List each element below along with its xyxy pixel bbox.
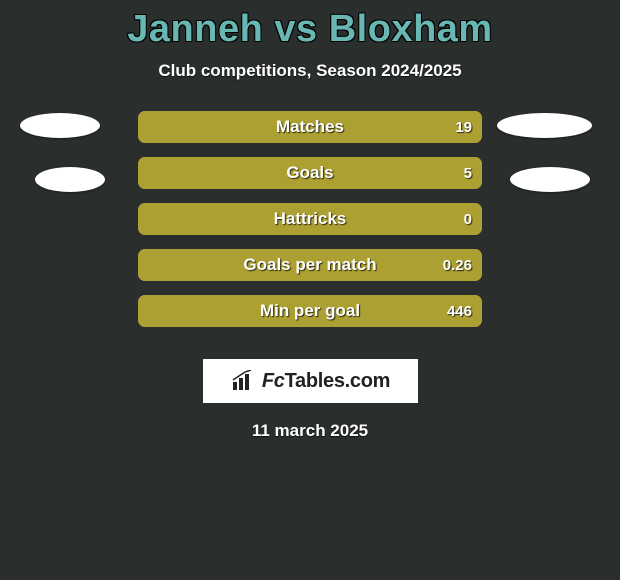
- content-root: Janneh vs Bloxham Club competitions, Sea…: [0, 0, 620, 580]
- player-right: Bloxham: [329, 8, 493, 50]
- bar-row: Goals per match0.26: [138, 249, 482, 281]
- bar-value: 19: [455, 111, 472, 143]
- vs-separator: vs: [274, 8, 317, 50]
- bar-row: Matches19: [138, 111, 482, 143]
- bar-label: Goals per match: [138, 249, 482, 281]
- right-ellipse-bottom: [510, 167, 590, 192]
- bar-value: 0: [464, 203, 472, 235]
- bar-row: Goals5: [138, 157, 482, 189]
- bar-value: 0.26: [443, 249, 472, 281]
- left-ellipse-bottom: [35, 167, 105, 192]
- bar-label: Goals: [138, 157, 482, 189]
- chart-area: Matches19 Goals5 Hattricks0 Goals per match…: [0, 111, 620, 341]
- bars-container: Matches19 Goals5 Hattricks0 Goals per match…: [138, 111, 482, 327]
- page-title: Janneh vs Bloxham: [127, 8, 492, 51]
- bar-label: Matches: [138, 111, 482, 143]
- bar-row: Min per goal446: [138, 295, 482, 327]
- logo-prefix: Fc: [262, 370, 285, 392]
- date-label: 11 march 2025: [252, 421, 368, 441]
- bar-row: Hattricks0: [138, 203, 482, 235]
- bar-label: Min per goal: [138, 295, 482, 327]
- bar-value: 446: [447, 295, 472, 327]
- left-ellipse-top: [20, 113, 100, 138]
- subtitle: Club competitions, Season 2024/2025: [158, 61, 461, 81]
- logo-text: FcTables.com: [262, 370, 390, 393]
- logo-box[interactable]: FcTables.com: [203, 359, 418, 403]
- bar-chart-icon: [230, 370, 258, 392]
- logo-suffix: Tables.com: [285, 370, 391, 392]
- right-ellipse-top: [497, 113, 592, 138]
- bar-value: 5: [464, 157, 472, 189]
- bar-label: Hattricks: [138, 203, 482, 235]
- player-left: Janneh: [127, 8, 263, 50]
